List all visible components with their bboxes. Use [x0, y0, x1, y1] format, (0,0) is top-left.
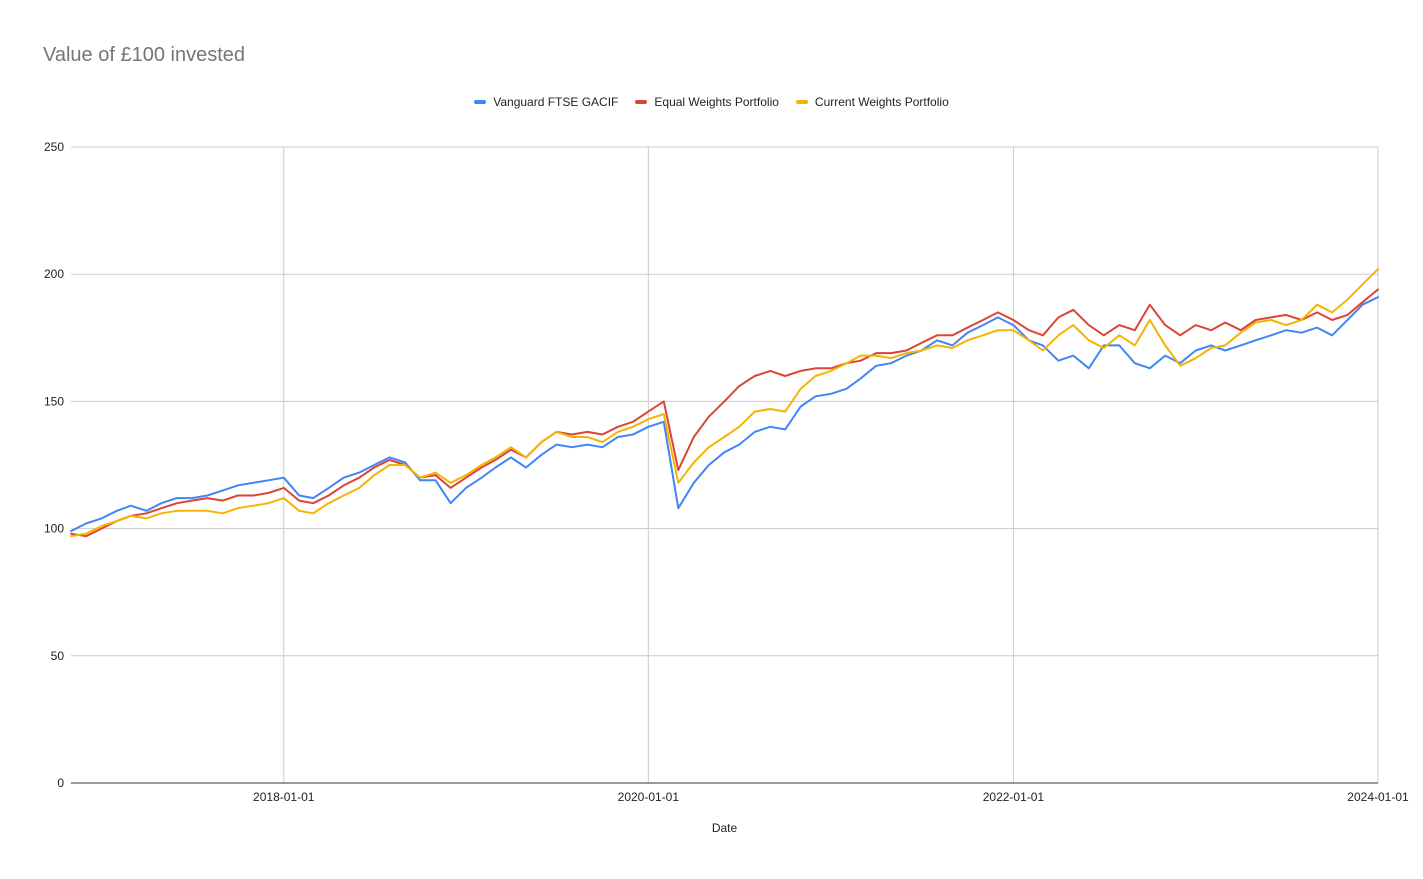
legend-label-current-weights: Current Weights Portfolio — [814, 95, 949, 109]
series-line-current-weights — [70, 268, 1379, 538]
y-tick-label: 0 — [57, 776, 64, 790]
legend-label-equal-weights: Equal Weights Portfolio — [654, 95, 779, 109]
x-axis-title: Date — [712, 821, 738, 835]
series-line-equal-weights — [70, 288, 1379, 538]
legend-swatch-equal-weights — [635, 100, 648, 104]
chart-title: Value of £100 invested — [43, 44, 246, 66]
y-tick-label: 100 — [44, 522, 64, 536]
gridlines — [71, 146, 1379, 783]
series-line-vanguard — [70, 296, 1379, 533]
legend-label-vanguard: Vanguard FTSE GACIF — [493, 95, 619, 109]
legend-item-current-weights[interactable]: Current Weights Portfolio — [795, 95, 949, 109]
x-tick-label: 2022-01-01 — [983, 790, 1045, 804]
legend-swatch-vanguard — [474, 100, 487, 104]
x-tick-label: 2020-01-01 — [618, 790, 680, 804]
y-tick-label: 200 — [44, 267, 64, 281]
series-lines — [70, 268, 1379, 538]
y-tick-label: 250 — [44, 140, 64, 154]
x-tick-label: 2024-01-01 — [1347, 790, 1409, 804]
legend-item-vanguard[interactable]: Vanguard FTSE GACIF — [474, 95, 618, 109]
legend-item-equal-weights[interactable]: Equal Weights Portfolio — [635, 95, 779, 109]
y-tick-label: 50 — [51, 649, 65, 663]
x-tick-label: 2018-01-01 — [253, 790, 315, 804]
y-axis-ticks: 0 50 100 150 200 250 — [44, 140, 64, 790]
y-tick-label: 150 — [44, 394, 64, 408]
legend-swatch-current-weights — [795, 100, 808, 104]
legend: Vanguard FTSE GACIF Equal Weights Portfo… — [0, 95, 1423, 109]
x-axis-ticks: 2018-01-01 2020-01-01 2022-01-01 2024-01-01 — [253, 790, 1409, 804]
